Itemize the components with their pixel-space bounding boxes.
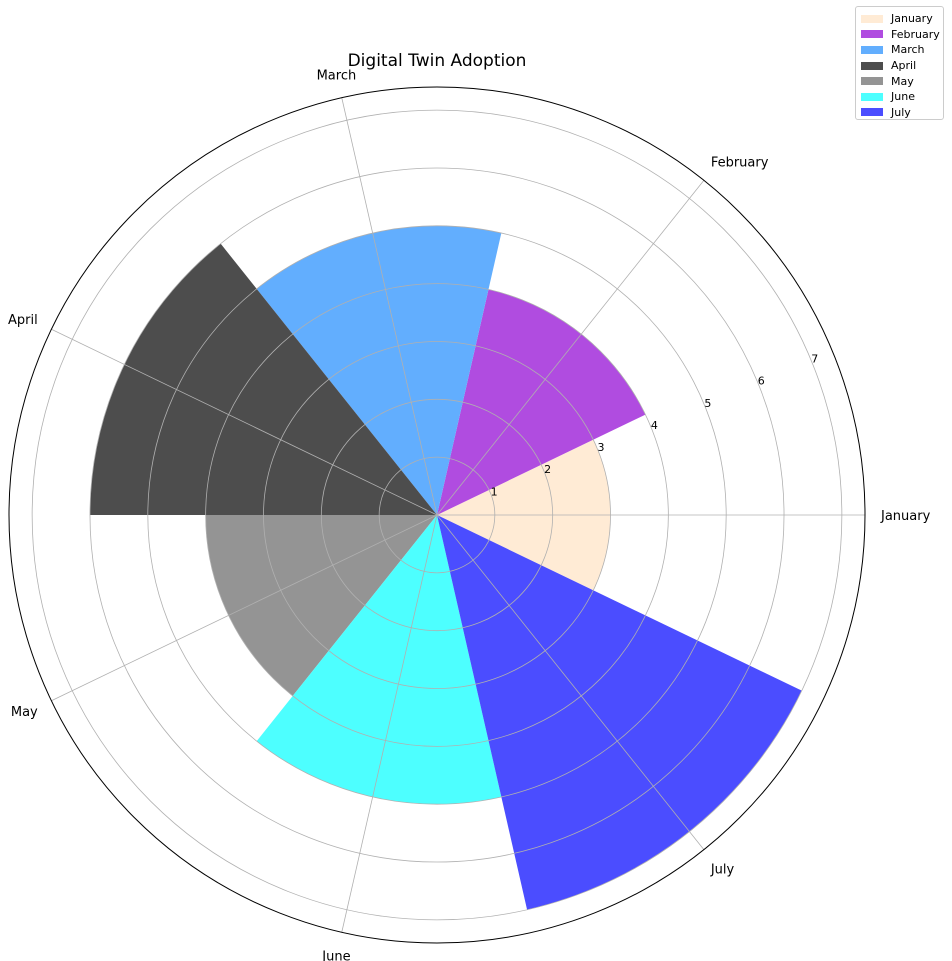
- legend-item: April: [861, 58, 943, 74]
- legend-swatch: [861, 77, 883, 86]
- category-label-july: July: [710, 862, 735, 877]
- grid-layer: [8, 86, 866, 944]
- legend-item: January: [861, 11, 943, 27]
- legend-swatch: [861, 30, 883, 39]
- radial-tick-label: 7: [811, 353, 818, 366]
- legend-item: July: [861, 105, 943, 121]
- radial-tick-label: 2: [544, 463, 551, 476]
- category-label-april: April: [8, 313, 38, 328]
- grid-spoke: [51, 328, 438, 516]
- radial-tick-label: 6: [758, 375, 765, 388]
- legend-swatch: [861, 45, 883, 54]
- bar-february: [437, 289, 646, 515]
- bar-may: [205, 515, 437, 696]
- labels-layer: 1234567JanuaryFebruaryMarchAprilMayJuneJ…: [8, 68, 931, 961]
- radial-tick-label: 5: [704, 397, 711, 410]
- legend-swatch: [861, 108, 883, 117]
- grid-spoke: [341, 514, 438, 933]
- legend-item: March: [861, 42, 943, 58]
- legend-label: May: [891, 74, 914, 88]
- radial-tick-label: 3: [598, 441, 605, 454]
- legend-swatch: [861, 14, 883, 23]
- grid-spoke: [436, 514, 705, 850]
- radial-tick-label: 1: [491, 485, 498, 498]
- legend-label: July: [891, 105, 911, 119]
- grid-spoke: [436, 180, 705, 516]
- radial-tick-label: 4: [651, 419, 658, 432]
- bars-layer: [89, 225, 802, 910]
- legend-label: January: [891, 12, 933, 26]
- legend-label: April: [891, 59, 917, 73]
- category-label-march: March: [317, 68, 357, 83]
- legend-swatch: [861, 92, 883, 101]
- legend: January February March April May June July: [855, 6, 944, 120]
- legend-label: March: [891, 43, 925, 57]
- category-label-january: January: [880, 509, 931, 524]
- legend-item: May: [861, 73, 943, 89]
- grid-spoke: [341, 97, 438, 516]
- bar-march: [256, 225, 502, 516]
- grid-spoke: [51, 514, 438, 702]
- category-label-june: June: [321, 950, 350, 961]
- bar-april: [89, 243, 438, 515]
- category-label-february: February: [711, 156, 769, 171]
- category-label-may: May: [11, 705, 38, 720]
- legend-swatch: [861, 61, 883, 70]
- legend-label: February: [891, 27, 940, 41]
- bar-june: [256, 515, 502, 805]
- legend-item: June: [861, 89, 943, 105]
- bar-july: [437, 515, 802, 910]
- legend-item: February: [861, 27, 943, 43]
- legend-label: June: [891, 90, 915, 104]
- outer-frame: [8, 86, 866, 944]
- chart-title: Digital Twin Adoption: [348, 51, 527, 71]
